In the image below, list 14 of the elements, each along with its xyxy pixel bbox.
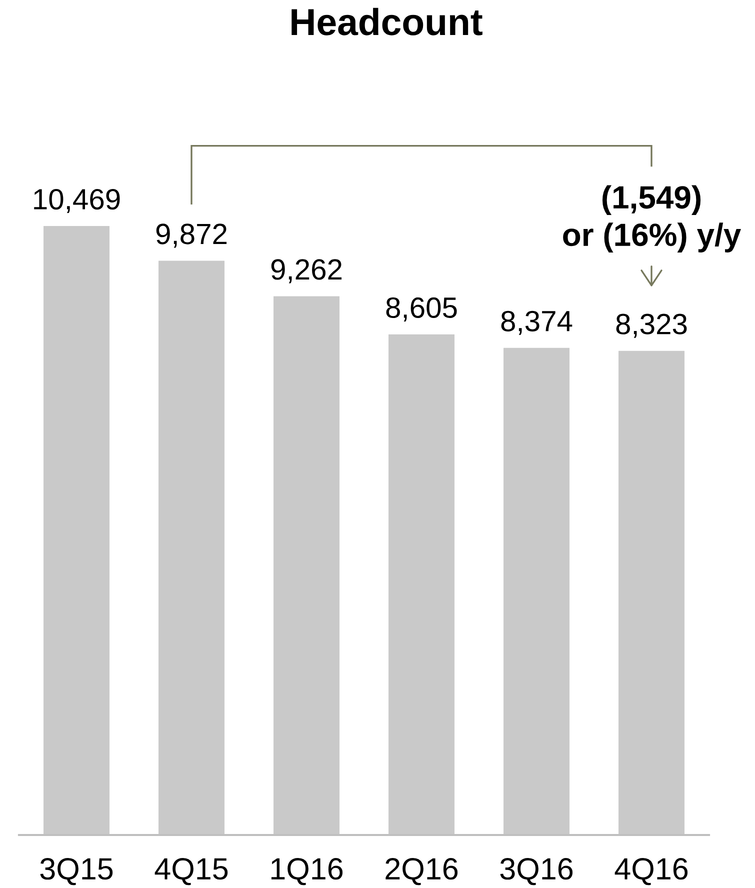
- chart-title: Headcount: [292, 8, 482, 36]
- annotation: (1,549) or (16%) y/y: [563, 185, 741, 252]
- data-label: 9,262: [271, 259, 342, 284]
- x-tick-label: 3Q15: [40, 858, 113, 886]
- x-tick-label: 2Q16: [386, 858, 458, 886]
- x-tick-label: 4Q16: [614, 858, 688, 886]
- data-label: 10,469: [34, 188, 120, 214]
- data-label: 8,605: [386, 297, 457, 322]
- data-label: 9,872: [156, 224, 227, 248]
- x-tick-label: 3Q16: [500, 858, 573, 886]
- x-tick-label: 1Q16: [271, 858, 343, 886]
- data-label: 8,323: [616, 314, 687, 338]
- data-label: 8,374: [501, 310, 572, 335]
- x-tick-label: 4Q15: [154, 858, 228, 886]
